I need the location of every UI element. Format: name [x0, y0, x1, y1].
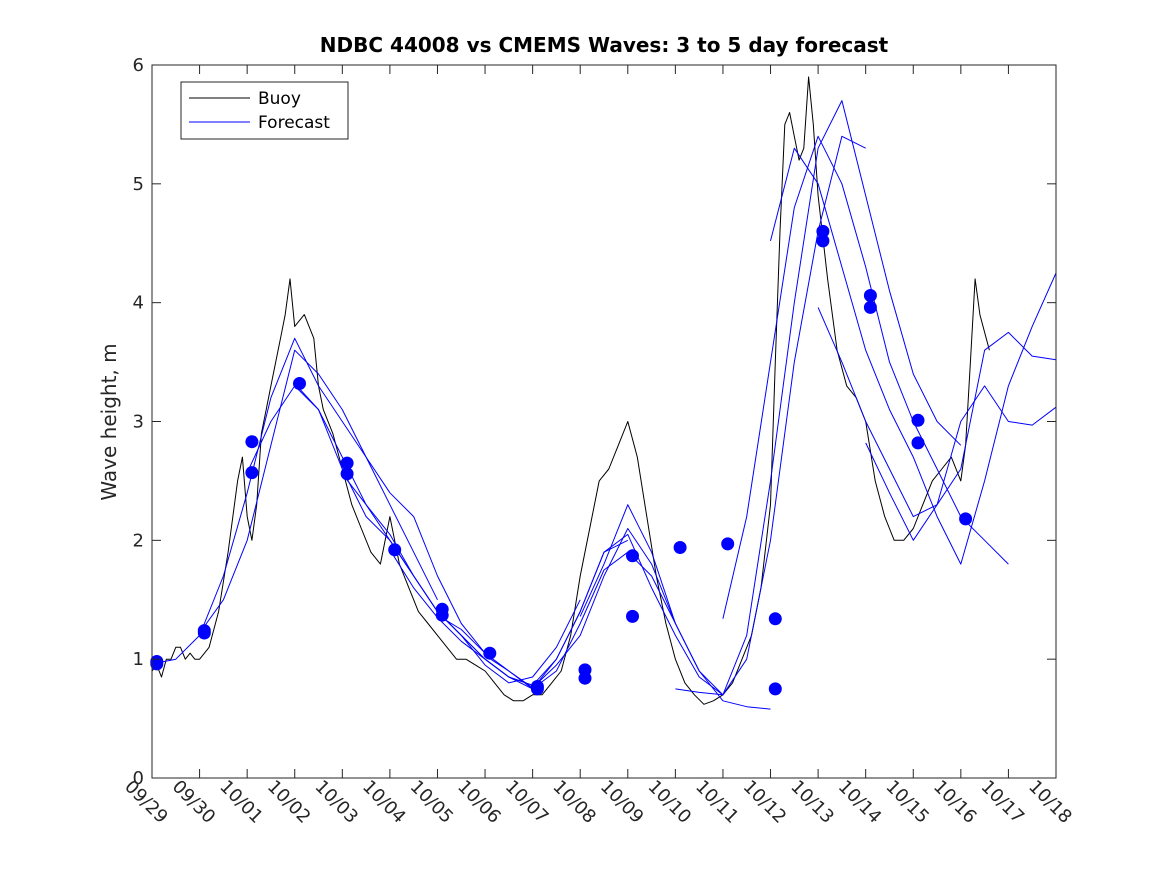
forecast-marker — [483, 646, 497, 660]
y-tick-label: 3 — [133, 412, 144, 433]
y-tick-label: 6 — [133, 55, 144, 76]
forecast-marker — [673, 541, 687, 554]
forecast-marker — [721, 537, 735, 551]
forecast-marker — [816, 234, 830, 248]
forecast-marker — [340, 467, 354, 481]
forecast-marker — [578, 663, 592, 677]
marker-layer — [150, 224, 973, 696]
forecast-series-line — [865, 385, 1057, 541]
y-tick-label: 2 — [133, 530, 144, 551]
forecast-marker — [245, 466, 259, 480]
plot-area — [152, 65, 1056, 778]
forecast-marker — [816, 224, 830, 238]
forecast-series-line — [199, 349, 486, 654]
forecast-marker — [530, 680, 544, 693]
forecast-marker — [863, 289, 877, 302]
forecast-marker — [768, 612, 782, 626]
forecast-marker — [911, 413, 925, 427]
forecast-marker — [197, 624, 211, 638]
forecast-series-line — [770, 147, 1057, 565]
y-ticks: 0 1 2 3 4 5 6 — [133, 55, 1056, 789]
forecast-marker — [626, 549, 639, 563]
legend: Buoy Forecast — [180, 81, 349, 140]
buoy-series-line — [151, 76, 990, 705]
forecast-marker — [435, 602, 449, 616]
forecast-series-line — [675, 100, 962, 696]
forecast-marker — [911, 436, 925, 450]
forecast-marker — [150, 655, 164, 668]
forecast-marker — [388, 543, 402, 557]
forecast-marker — [340, 456, 354, 470]
y-tick-label: 4 — [133, 293, 144, 314]
chart-title: NDBC 44008 vs CMEMS Waves: 3 to 5 day fo… — [320, 33, 889, 57]
legend-box — [180, 81, 349, 140]
forecast-marker — [626, 609, 639, 623]
forecast-marker — [768, 682, 782, 696]
forecast-marker — [245, 435, 259, 449]
y-axis-label: Wave height, m — [97, 343, 121, 500]
y-tick-label: 1 — [133, 649, 144, 670]
forecast-marker — [959, 512, 973, 526]
legend-buoy-label: Buoy — [258, 89, 301, 109]
legend-forecast-label: Forecast — [258, 113, 330, 133]
y-tick-label: 0 — [133, 768, 144, 789]
forecast-marker — [293, 377, 306, 390]
forecast-marker — [863, 300, 877, 314]
y-tick-label: 5 — [133, 174, 144, 195]
